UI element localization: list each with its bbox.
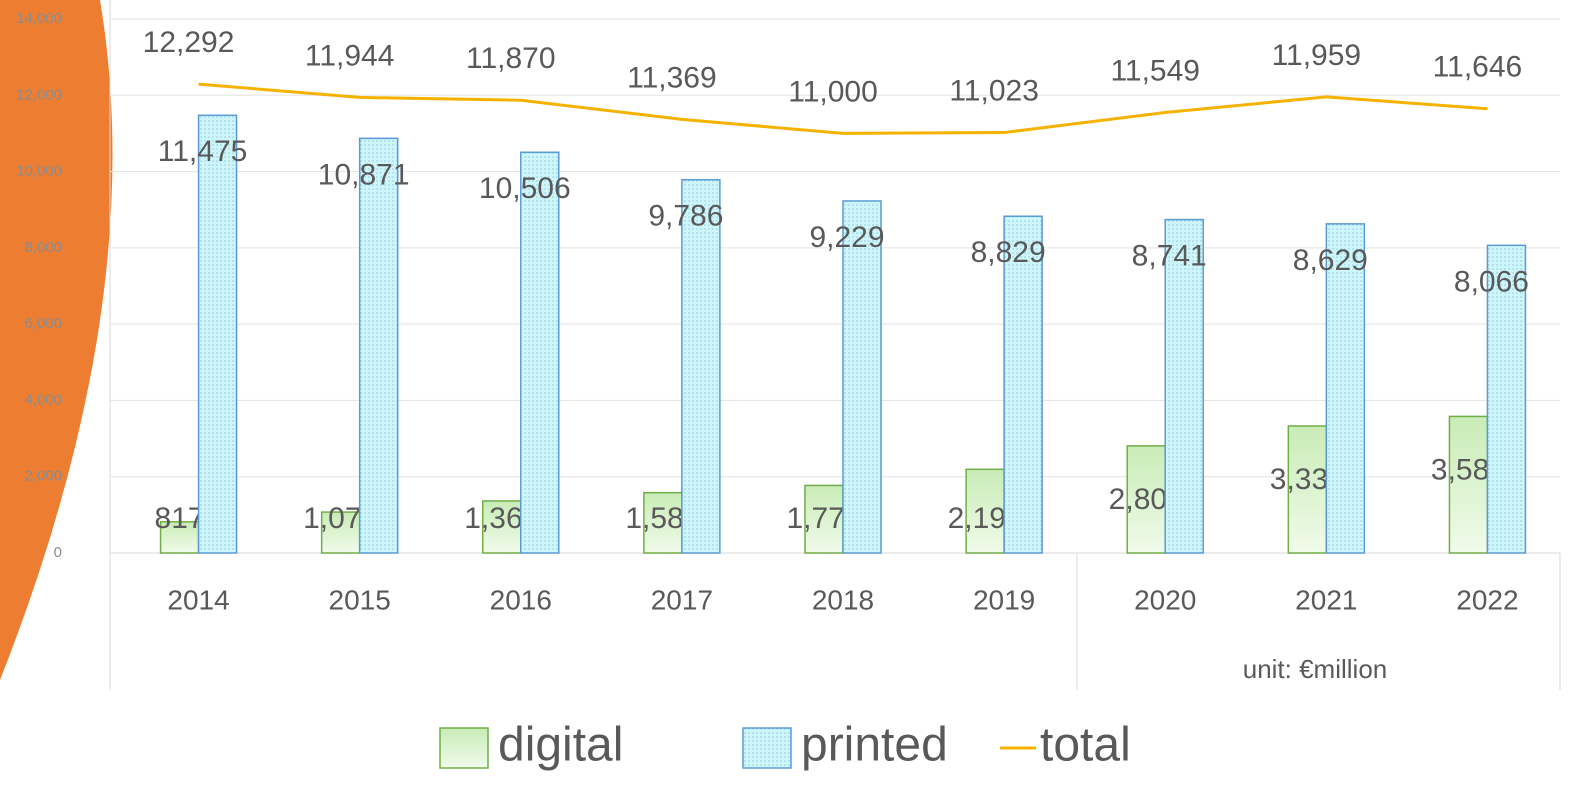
line: [198, 82, 1488, 135]
bar: [681, 178, 721, 554]
data-label: 11,870: [466, 42, 556, 75]
bar: [1287, 425, 1328, 554]
bar: [482, 500, 522, 554]
x-tick-label: 2018: [812, 584, 874, 615]
bar: [1003, 215, 1043, 554]
bar: [804, 484, 844, 554]
bar: [320, 511, 361, 554]
legend-label: digital: [498, 719, 623, 772]
bar: [197, 114, 238, 554]
data-label: 8,741: [1132, 240, 1207, 273]
data-label: 10,506: [479, 172, 571, 205]
bar: [1486, 244, 1527, 554]
annotation: unit: €million: [1243, 654, 1388, 684]
x-tick-label: 2014: [167, 584, 229, 615]
y-tick-label: 10,000: [16, 163, 62, 180]
bar: [842, 200, 882, 554]
x-tick-label: 2019: [973, 584, 1035, 615]
x-tick-label: 2021: [1295, 584, 1357, 615]
data-label: 11,959: [1272, 39, 1362, 72]
legend-label: total: [1040, 719, 1131, 772]
y-tick-label: 0: [54, 544, 62, 561]
data-label: 12,292: [143, 26, 235, 59]
x-tick-label: 2020: [1134, 584, 1196, 615]
y-tick-label: 2,000: [24, 468, 62, 485]
data-label: 11,369: [627, 61, 717, 94]
y-tick-label: 4,000: [24, 391, 62, 408]
data-label: 11,944: [305, 39, 395, 72]
data-label: 11,023: [949, 74, 1039, 107]
data-label: 8,829: [971, 236, 1046, 269]
legend-swatch: [742, 727, 792, 769]
x-tick-label: 2015: [329, 584, 391, 615]
x-tick-label: 2017: [651, 584, 713, 615]
legend-label: printed: [801, 719, 948, 772]
bar: [520, 151, 560, 554]
bar: [1325, 223, 1366, 554]
y-tick-label: 6,000: [24, 315, 62, 332]
data-label: 8,629: [1293, 244, 1368, 277]
y-tick-label: 12,000: [16, 86, 62, 103]
data-label: 817: [155, 502, 205, 535]
bar: [643, 491, 683, 554]
bar: [1164, 218, 1204, 554]
data-label: 9,786: [648, 200, 723, 233]
decoration: [0, 0, 113, 680]
bar: [1126, 445, 1166, 554]
data-label: 11,646: [1433, 51, 1523, 84]
bar: [358, 137, 399, 554]
x-tick-label: 2022: [1456, 584, 1518, 615]
data-label: 11,000: [788, 75, 878, 108]
x-tick-label: 2016: [490, 584, 552, 615]
data-label: 10,871: [318, 158, 410, 191]
data-label: 9,229: [809, 221, 884, 254]
data-label: 11,549: [1110, 54, 1200, 87]
data-label: 11,475: [158, 135, 248, 168]
y-tick-label: 8,000: [24, 239, 62, 256]
bar: [159, 521, 200, 554]
y-tick-label: 14,000: [16, 10, 62, 27]
data-label: 8,066: [1454, 265, 1529, 298]
legend-swatch: [439, 727, 489, 769]
